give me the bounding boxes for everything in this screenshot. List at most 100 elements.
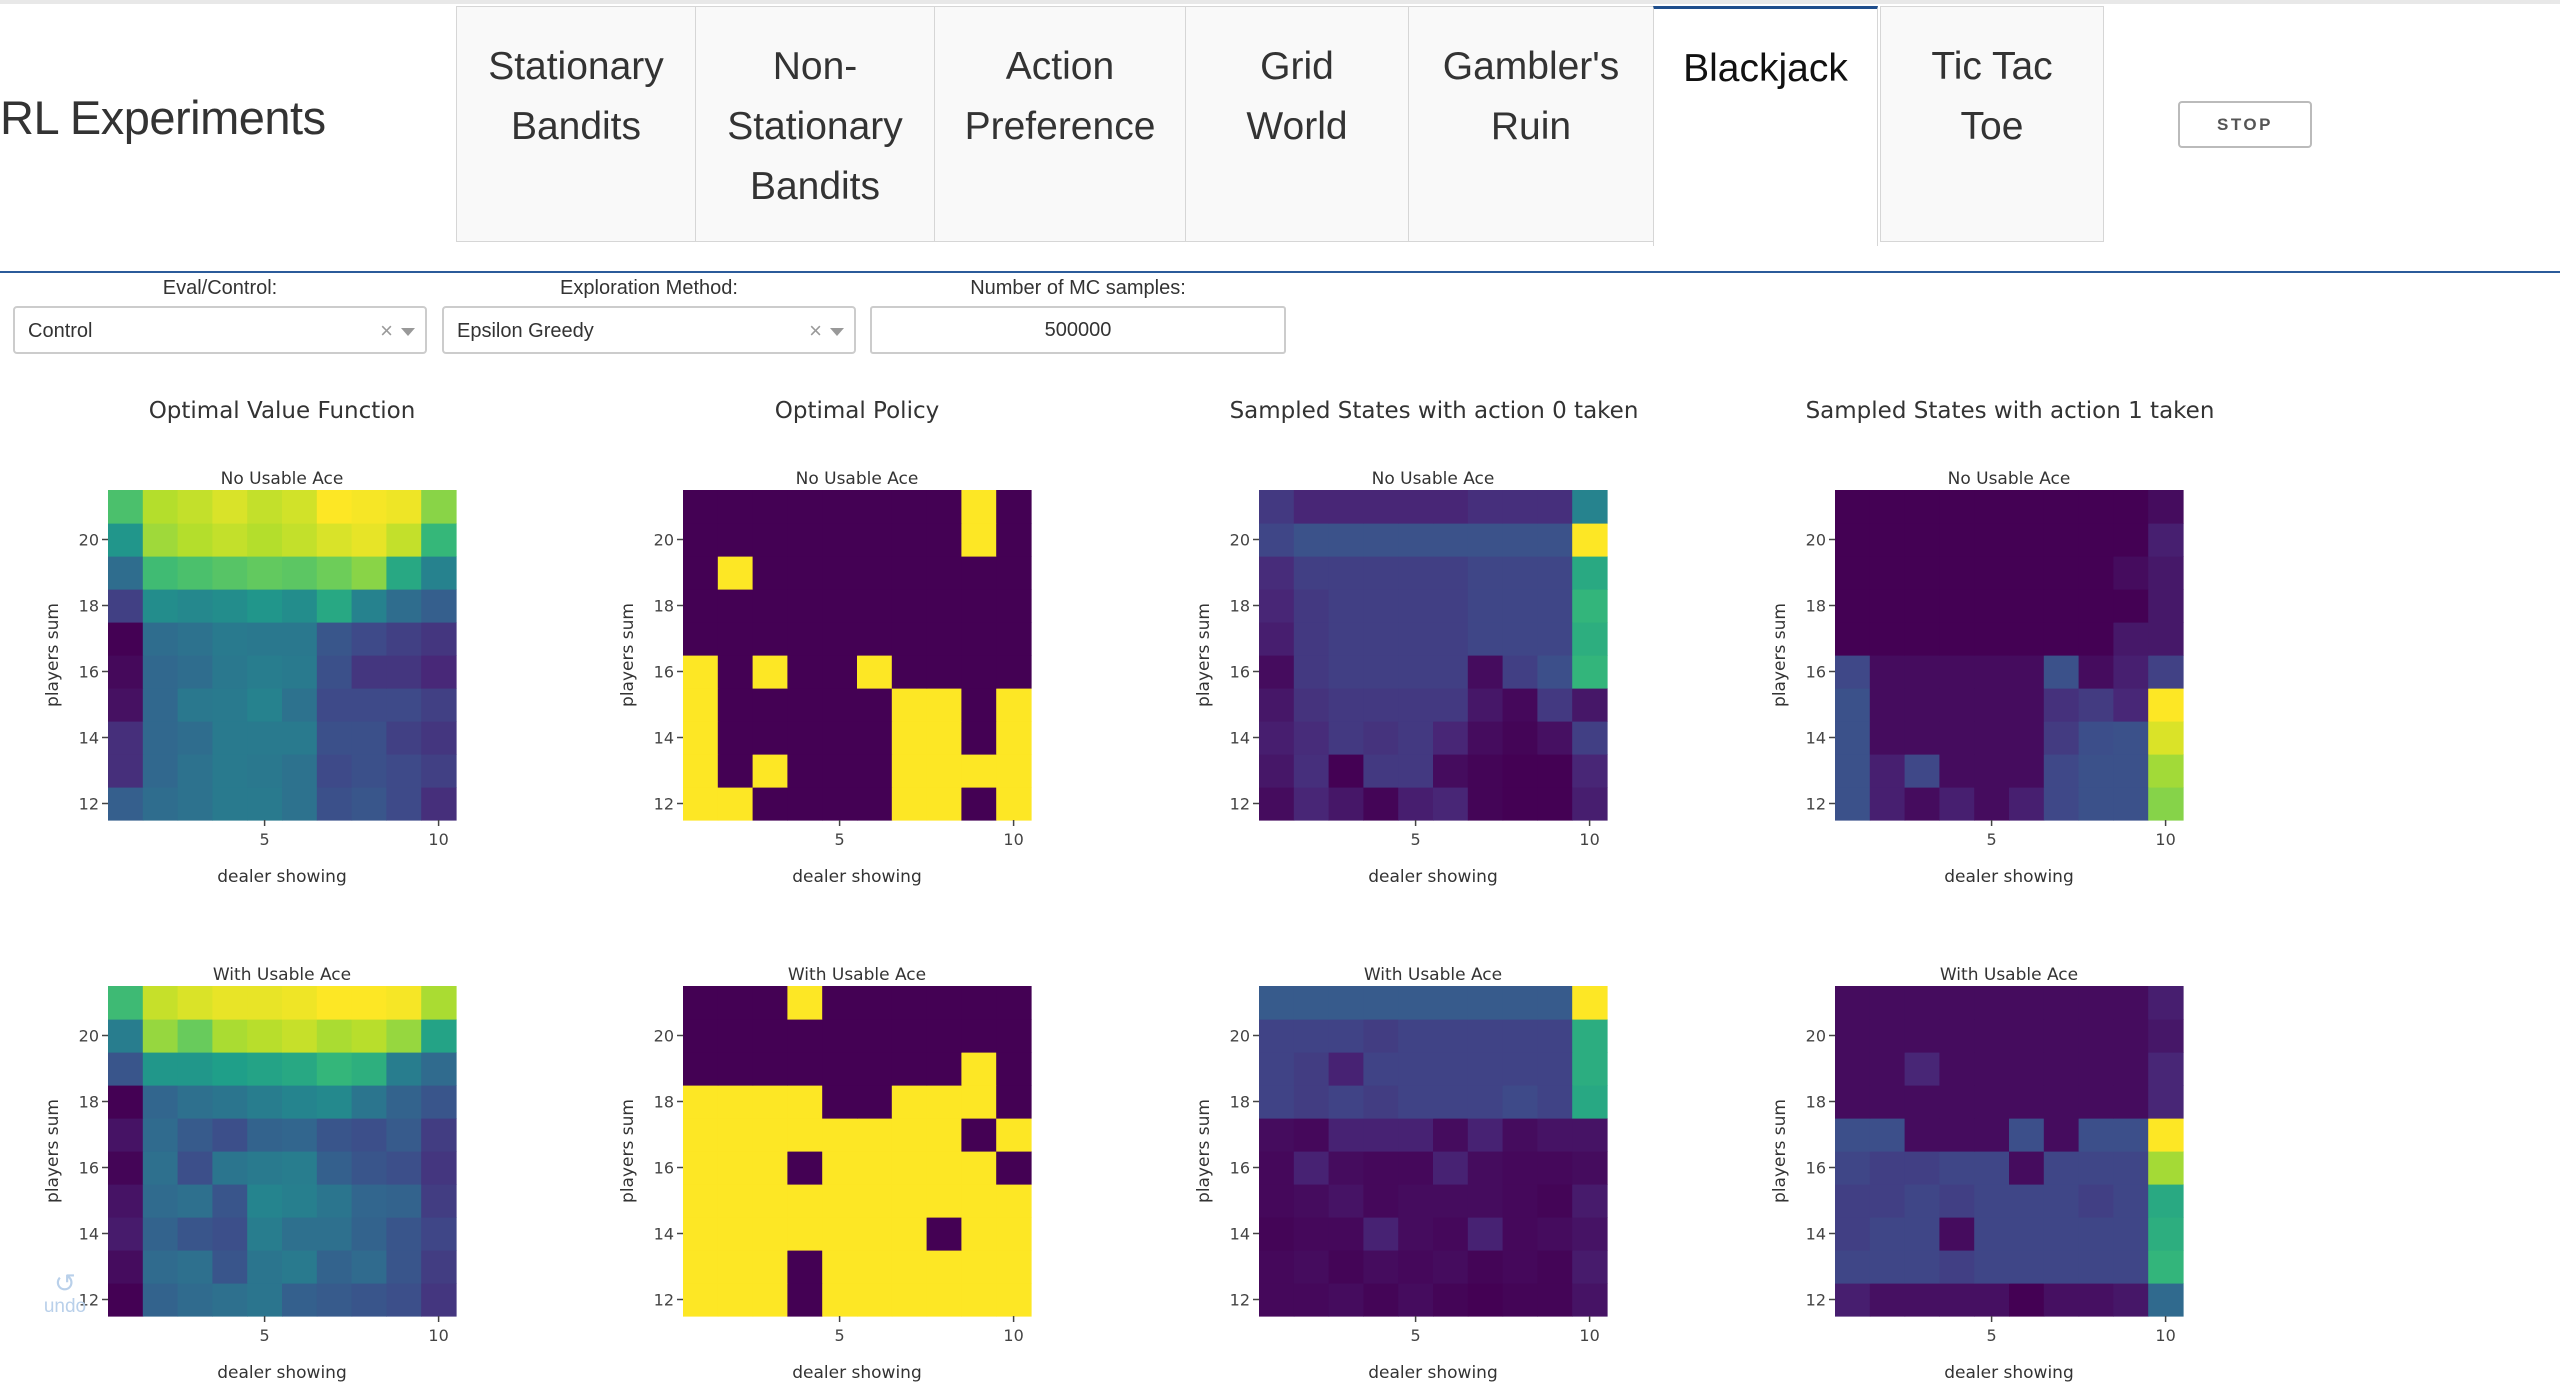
stop-button[interactable]: STOP: [2178, 101, 2312, 148]
heatmap-cell: [961, 1250, 997, 1284]
heatmap-cell: [142, 622, 179, 656]
tab-stationary-bandits[interactable]: Stationary Bandits: [456, 6, 696, 242]
tab-grid-world[interactable]: Grid World: [1185, 6, 1409, 242]
heatmap-cell: [142, 1052, 179, 1086]
heatmap-cell: [926, 556, 962, 590]
heatmap-cell: [1537, 655, 1573, 689]
undo-button[interactable]: ↺ undo: [30, 1270, 100, 1318]
heatmap-cell: [891, 1217, 928, 1251]
heatmap-cell: [1363, 688, 1399, 722]
heatmap-cell: [2113, 1184, 2149, 1218]
x-tick-label: 5: [260, 1326, 270, 1345]
tab-gamblers-ruin[interactable]: Gambler's Ruin: [1408, 6, 1654, 242]
heatmap-cell: [1502, 490, 1538, 524]
heatmap-cell: [1939, 622, 1975, 656]
x-tick-label: 10: [1579, 1326, 1599, 1345]
heatmap-cell: [2078, 1118, 2114, 1152]
heatmap-cell: [2078, 490, 2114, 524]
app-title: RL Experiments: [0, 91, 326, 144]
heatmap-cell: [351, 1151, 387, 1185]
y-tick-label: 12: [1806, 795, 1826, 814]
chevron-down-icon[interactable]: [830, 328, 844, 336]
heatmap-cell: [316, 787, 353, 821]
heatmap-cell: [996, 655, 1032, 689]
heatmap-cell: [1467, 1283, 1504, 1317]
heatmap-cell: [1259, 721, 1295, 755]
tab-non-stationary-bandits[interactable]: Non- Stationary Bandits: [695, 6, 935, 242]
heatmap-cell: [822, 1085, 858, 1119]
heatmap-cell: [717, 1184, 754, 1218]
heatmap-cell: [1974, 1052, 2010, 1086]
heatmap-cell: [1974, 787, 2010, 821]
heatmap-cell: [177, 490, 213, 524]
heatmap-cell: [1398, 1118, 1434, 1152]
heatmap-cell: [1572, 1217, 1608, 1251]
heatmap-cell: [1259, 589, 1295, 623]
heatmap-cell: [2078, 754, 2114, 788]
heatmap-cell: [1363, 490, 1399, 524]
heatmap-cell: [247, 1019, 283, 1053]
heatmap-cell: [1328, 490, 1364, 524]
heatmap-cell: [2009, 1118, 2045, 1152]
tab-label: Gambler's Ruin: [1442, 45, 1620, 148]
tab-tic-tac-toe[interactable]: Tic Tac Toe: [1880, 6, 2104, 242]
heatmap-cell: [108, 754, 144, 788]
heatmap-cell: [1398, 721, 1434, 755]
chart-title-optimal-value-function: Optimal Value Function: [148, 398, 416, 424]
heatmap-cell: [857, 655, 893, 689]
heatmap-cell: [752, 655, 788, 689]
heatmap-cell: [316, 556, 353, 590]
heatmap-cell: [1398, 589, 1434, 623]
heatmap-cell: [1835, 1085, 1871, 1119]
heatmap-cell: [142, 721, 179, 755]
heatmap-cell: [1363, 1019, 1399, 1053]
heatmap-cell: [2113, 523, 2149, 557]
clear-icon[interactable]: ×: [809, 318, 822, 343]
heatmap-cell: [857, 1217, 893, 1251]
heatmap-cell: [316, 986, 353, 1020]
heatmap-cell: [351, 1019, 387, 1053]
heatmap-cell: [1939, 1151, 1975, 1185]
heatmap-cell: [1869, 1019, 1906, 1053]
heatmap-cell: [857, 1151, 893, 1185]
heatmap-cell: [351, 1184, 387, 1218]
mc-samples-input[interactable]: [870, 306, 1286, 354]
heatmap-cell: [1467, 1217, 1504, 1251]
heatmap-cell: [752, 986, 788, 1020]
heatmap-cell: [1363, 986, 1399, 1020]
heatmap-cell: [717, 589, 754, 623]
heatmap-cell: [2009, 754, 2045, 788]
heatmap-cell: [1433, 787, 1469, 821]
heatmap-cell: [1293, 1283, 1330, 1317]
heatmap-cell: [177, 1283, 213, 1317]
heatmap-cell: [2148, 1217, 2184, 1251]
clear-icon[interactable]: ×: [380, 318, 393, 343]
heatmap-cell: [822, 1019, 858, 1053]
heatmap-cell: [717, 490, 754, 524]
heatmap-cell: [1363, 1184, 1399, 1218]
heatmap-cell: [316, 754, 353, 788]
heatmap-cell: [1363, 589, 1399, 623]
heatmap-cell: [683, 523, 719, 557]
heatmap-cell: [1328, 1052, 1364, 1086]
tab-blackjack[interactable]: Blackjack: [1653, 6, 1878, 246]
x-tick-label: 5: [260, 830, 270, 849]
heatmap-cell: [351, 490, 387, 524]
heatmap-cell: [1433, 754, 1469, 788]
heatmap-cell: [752, 787, 788, 821]
y-tick-label: 20: [654, 1027, 674, 1046]
heatmap-cell: [247, 1151, 283, 1185]
heatmap-cell: [1433, 1118, 1469, 1152]
heatmap-cell: [857, 589, 893, 623]
chevron-down-icon[interactable]: [401, 328, 415, 336]
heatmap-cell: [1293, 986, 1330, 1020]
y-tick-label: 14: [79, 729, 99, 748]
heatmap-cell: [2113, 1250, 2149, 1284]
heatmap-cell: [717, 1052, 754, 1086]
heatmap-cell: [996, 986, 1032, 1020]
heatmap-cell: [1835, 1019, 1871, 1053]
chart-title-optimal-policy: Optimal Policy: [774, 398, 940, 424]
exploration-method-dropdown[interactable]: Epsilon Greedy ×: [442, 306, 856, 354]
eval-control-dropdown[interactable]: Control ×: [13, 306, 427, 354]
heatmap-cell: [108, 622, 144, 656]
